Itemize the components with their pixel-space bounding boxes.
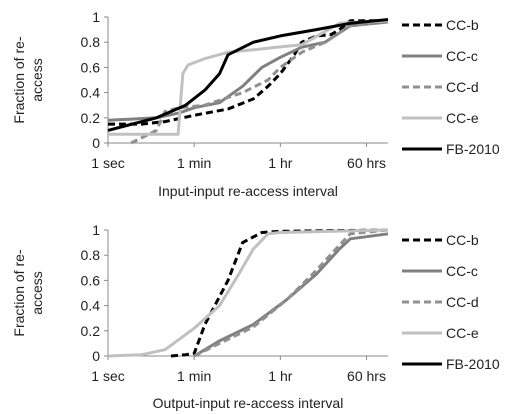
y-tick-label: 1: [92, 222, 100, 238]
y-tick-label: 0.2: [81, 323, 101, 339]
legend-label: CC-d: [446, 294, 479, 310]
y-tick-label: 0.6: [81, 59, 101, 75]
series-line-cc-d: [130, 19, 389, 145]
y-tick-label: 0.8: [81, 34, 101, 50]
y-tick-label: 1: [92, 9, 100, 25]
y-tick-label: 0.6: [81, 272, 101, 288]
chart-panel-1: 0 0.2 0.4 0.6 0.8 1 1 sec 1 min 1 hr 60 hrs Input-…: [11, 9, 500, 199]
legend-label: FB-2010: [446, 141, 500, 157]
series-line-cc-c: [107, 20, 389, 122]
series-line-cc-e: [107, 228, 389, 358]
x-tick-label: 1 sec: [91, 155, 124, 171]
legend-label: CC-e: [446, 325, 479, 341]
series-line-cc-b: [108, 19, 388, 126]
series-line-cc-b: [170, 228, 389, 358]
x-axis-label: Output-input re-access interval: [153, 395, 344, 411]
x-tick-label: 1 min: [177, 368, 211, 384]
y-tick-label: 0.2: [81, 110, 101, 126]
legend-label: CC-b: [446, 17, 479, 33]
x-tick-label: 1 hr: [268, 155, 292, 171]
x-tick-label: 1 sec: [91, 368, 124, 384]
y-tick-label: 0.4: [81, 85, 101, 101]
y-tick-label: 0.4: [81, 298, 101, 314]
y-axis-label-line: access: [29, 58, 45, 102]
legend-label: CC-d: [446, 79, 479, 95]
legend-label: CC-e: [446, 110, 479, 126]
series-line-cc-e: [108, 19, 389, 136]
series-line-cc-c: [193, 232, 389, 358]
y-tick-label: 0.8: [81, 247, 101, 263]
legend-label: FB-2010: [446, 356, 500, 372]
y-axis-label: Fraction of re-access: [11, 36, 45, 123]
y-axis-label-line: Fraction of re-: [11, 249, 27, 336]
x-axis-label: Input-input re-access interval: [158, 183, 338, 199]
series-line-fb-2010: [107, 18, 389, 132]
legend-label: CC-c: [446, 48, 478, 64]
x-tick-label: 1 hr: [268, 368, 292, 384]
legend: CC-b CC-c CC-d CC-e FB-2010: [402, 232, 500, 372]
x-tick-label: 60 hrs: [347, 155, 386, 171]
series-line-cc-d: [193, 228, 389, 358]
y-axis-label-line: access: [29, 271, 45, 315]
x-tick-label: 1 min: [177, 155, 211, 171]
y-tick-label: 0: [92, 348, 100, 364]
legend: CC-b CC-c CC-d CC-e FB-2010: [402, 17, 500, 157]
x-tick-label: 60 hrs: [347, 368, 386, 384]
chart-panel-2: 0 0.2 0.4 0.6 0.8 1 1 sec 1 min 1 hr 60 hrsOutput…: [11, 222, 500, 411]
y-tick-label: 0: [92, 135, 100, 151]
y-axis-label-line: Fraction of re-: [11, 36, 27, 123]
legend-label: CC-c: [446, 263, 478, 279]
y-axis-label: Fraction of re-access: [11, 249, 45, 336]
legend-label: CC-b: [446, 232, 479, 248]
